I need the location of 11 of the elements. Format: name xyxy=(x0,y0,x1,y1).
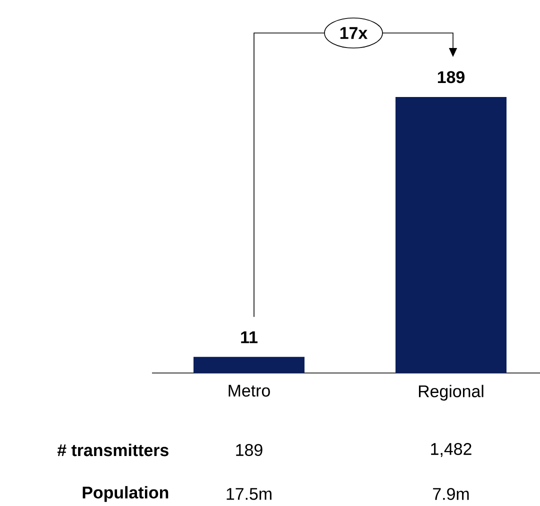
text: 1,482 xyxy=(431,442,472,457)
x-tick-label: Regional xyxy=(418,384,484,401)
text: 189 xyxy=(236,444,262,456)
data-label: 189 xyxy=(438,71,465,84)
x-tick-label: Metro xyxy=(228,384,270,397)
text: 17x xyxy=(340,27,368,39)
text: Population xyxy=(82,486,168,502)
text: 7.9m xyxy=(433,488,469,500)
data-label: 11 xyxy=(241,331,258,344)
text: 17.5m xyxy=(226,488,272,500)
text: # transmitters xyxy=(57,444,168,456)
